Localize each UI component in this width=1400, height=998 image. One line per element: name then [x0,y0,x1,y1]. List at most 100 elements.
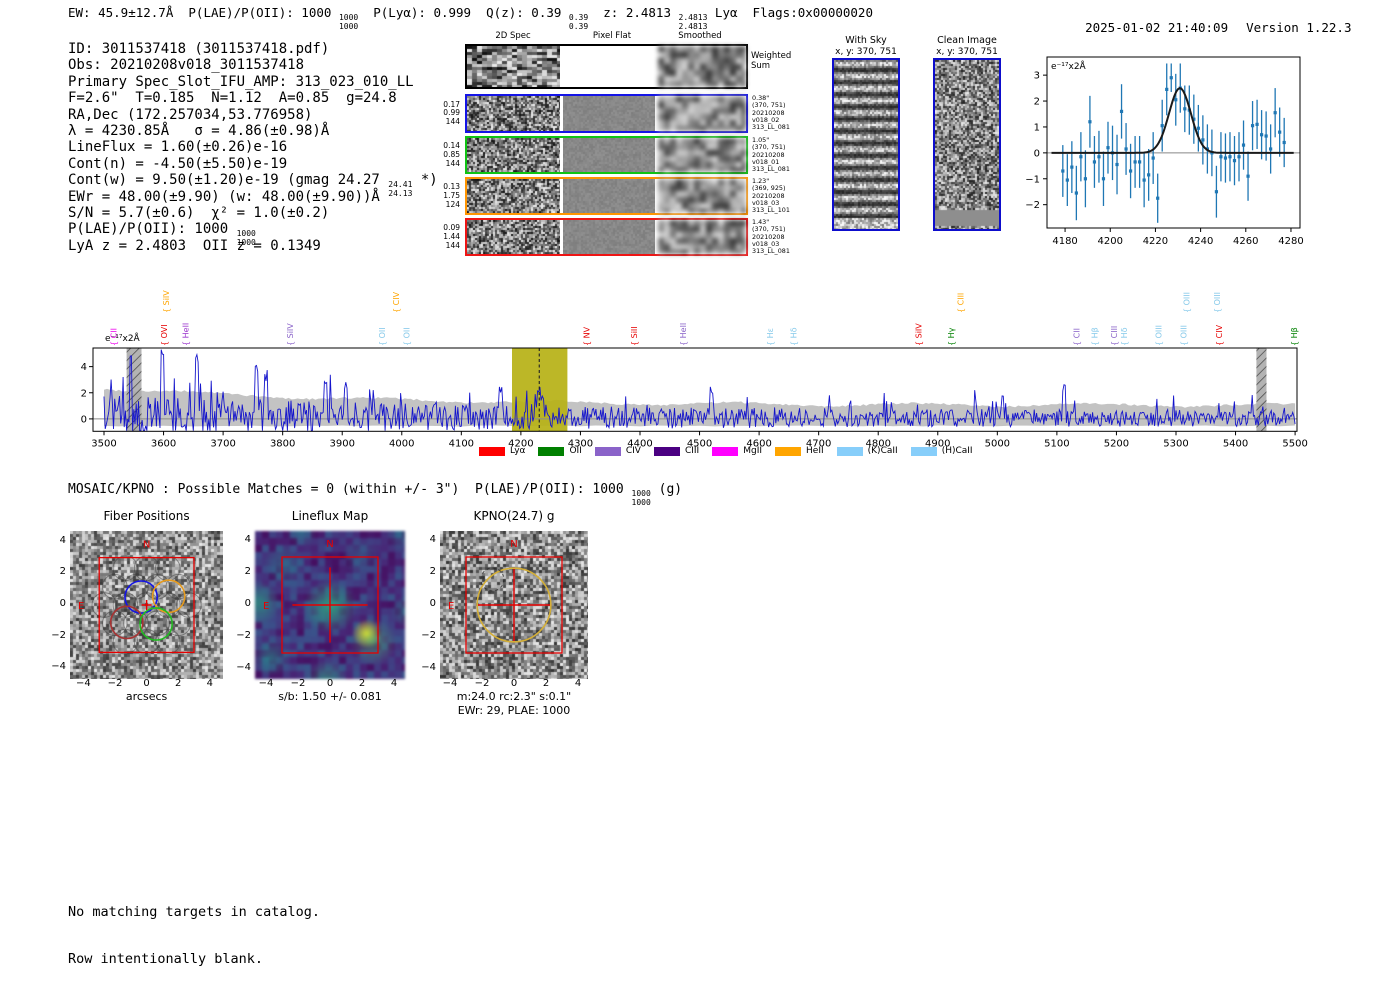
extraction-box [281,556,379,654]
fiber-xtick: 4 [206,678,213,689]
legend-label: CIII [684,446,700,456]
counterpart-summary-line: MOSAIC/KPNO : Possible Matches = 0 (with… [68,482,683,507]
kpno-xtick: −4 [442,678,458,689]
kpno-xtick: 4 [574,678,582,689]
fiber-footprint [112,555,139,582]
flux-units-label: e⁻¹⁷x2Å [1051,60,1087,72]
data-point [1115,162,1119,167]
spec2d-row-stats: 0.14 0.85 144 [443,141,460,168]
kpno-xtick: 0 [510,678,518,689]
data-point [1133,160,1137,164]
svg-text:−2: −2 [1025,200,1040,211]
stacked-range: 24.41 24.13 [388,180,413,198]
with-sky-image [834,60,898,229]
stacked-range: 1000 1000 [236,229,256,247]
spec2d-cell [467,220,560,254]
summary-line: Cont(w) = 9.50(±1.20)e-19 (gmag 24.27 24… [68,172,438,198]
error-envelope [104,388,1296,427]
east-label: E [263,601,269,612]
emission-line-label: { HeII [182,323,191,346]
stacked-range: 1000 1000 [338,13,359,31]
svg-text:3600: 3600 [151,438,176,449]
legend-item: OII [538,446,582,456]
spec2d-row [465,218,748,256]
svg-text:4500: 4500 [687,438,712,449]
legend-swatch [653,446,680,456]
data-point [1160,124,1164,128]
summary-line: LyA z = 2.4803 OII z = 0.1349 [68,237,321,254]
clean-image-title: Clean Image [937,35,997,46]
svg-text:4240: 4240 [1188,236,1213,246]
spec2d-row [465,94,748,133]
full-spectrum-plot: 3500 3600 3700 3800 3900 4000 4100 4200 4300 4400… [81,290,1308,450]
elixer-report-page: EW: 45.9±12.7Å P(LAE)/P(OII): 1000 1000 1… [51,5,1351,966]
summary-line: Primary Spec_Slot_IFU_AMP: 313_023_010_L… [68,73,414,90]
data-point [1250,124,1255,128]
catalog-note-line2: Row intentionally blank. [68,950,264,967]
legend-swatch [775,446,802,456]
fiber-overlay: NE [78,540,202,655]
selected-fiber-circle [139,607,174,641]
svg-text:4220: 4220 [1143,236,1168,246]
legend-swatch [836,446,863,456]
legend-swatch [594,446,621,456]
spec2d-cell [467,46,560,87]
data-point [1079,155,1083,159]
legend-swatch [712,446,739,456]
fiber-xtick: −2 [107,678,123,689]
data-point [1083,177,1088,181]
spec2d-row-stats: 0.09 1.44 144 [443,223,460,250]
weighted-sum-line1: Weighted [751,51,792,61]
legend-swatch [538,446,565,456]
clean-image-coords: x, y: 370, 751 [936,47,998,57]
svg-text:4200: 4200 [508,438,533,449]
emission-line-label: { CIV [392,291,401,313]
svg-text:4100: 4100 [449,438,474,449]
smoothed-cell [658,179,746,213]
pixel-flat-cell [563,179,655,213]
data-point [1119,109,1124,114]
summary-line: ID: 3011537418 (3011537418.pdf) [68,41,330,57]
data-point [1282,140,1286,145]
clean-image-cutout [933,58,1001,231]
stacked-range: 1000 1000 [631,489,651,507]
spec2d-row [465,44,748,89]
data-point [1061,169,1065,173]
lineflux-ytick: 2 [244,566,251,577]
legend-label: MgII [743,446,763,456]
pixel-flat-cell [563,96,655,131]
kpno-ytick: 2 [429,566,436,577]
spec2d-row-meta: 1.23" (369, 925) 20210208 v018_03 313_LL_101 [752,177,790,215]
svg-text:4700: 4700 [806,438,831,449]
fiber-xtick: 0 [143,678,150,689]
pixel-flat-cell [563,220,655,254]
fiber-ytick: 2 [59,566,66,578]
lineflux-xtick: 0 [326,678,334,689]
lineflux-ytick: −4 [236,662,251,673]
data-point [1269,147,1273,151]
emission-line-label: { SiIV [286,323,295,346]
weighted-sum-line2: Sum [751,60,771,71]
data-point [1106,146,1110,150]
flux-units-label: e⁻¹⁷x2Å [105,332,141,344]
fiber-xlabel: arcsecs [125,690,168,703]
report-timestamp: 2025-01-02 21:40:09 [1085,20,1229,35]
emission-line-label: { Hβ [1090,327,1099,346]
svg-text:0: 0 [81,414,87,425]
summary-line: RA,Dec (172.257034,53.776958) [68,106,313,123]
lineflux-overlay: NE [263,539,379,654]
emission-line-label: { OII [378,327,387,346]
data-point [1156,196,1160,200]
stacked-range: 2.4813 2.4813 [678,13,708,31]
legend-item: CIV [594,446,641,456]
selected-fiber-circle [151,579,186,614]
catalog-note-line1: No matching targets in catalog. [68,904,320,920]
data-point [1273,111,1277,115]
legend-swatch [910,446,937,456]
kpno-panel-title: KPNO(24.7) g [473,509,555,523]
data-point [1165,87,1169,91]
emission-line-label: { OIII [1180,325,1189,346]
data-point [1138,160,1142,164]
kpno-xtick: −2 [474,678,490,689]
north-label: N [143,540,150,551]
